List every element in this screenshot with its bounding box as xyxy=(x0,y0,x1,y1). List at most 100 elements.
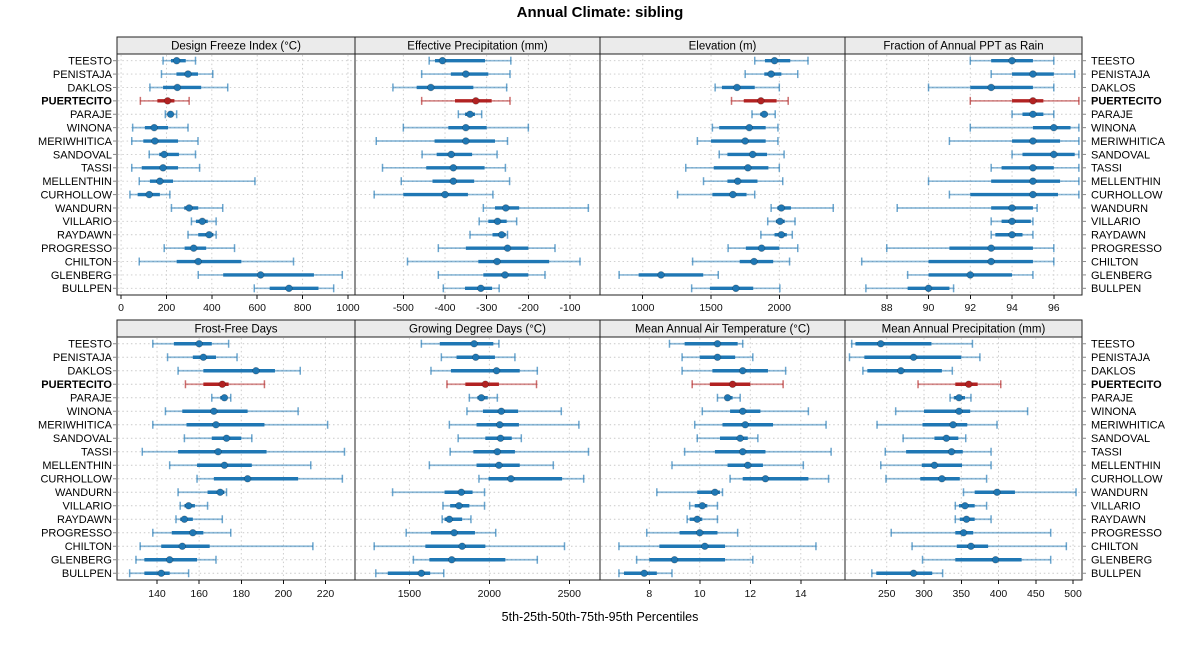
median-dot xyxy=(457,488,466,497)
site-label-left: GLENBERG xyxy=(51,555,112,567)
site-label-left: CHILTON xyxy=(65,256,112,268)
median-dot xyxy=(761,474,770,483)
site-label-left: PARAJE xyxy=(70,393,112,405)
whisker-row-wandurn xyxy=(962,488,1077,497)
median-dot xyxy=(285,284,293,293)
median-dot xyxy=(909,569,918,578)
x-tick-label: 400 xyxy=(990,588,1008,600)
whisker-row-teesto xyxy=(428,56,512,65)
x-tick-label: 1500 xyxy=(699,302,723,314)
x-tick-label: 94 xyxy=(1006,302,1018,314)
median-dot xyxy=(493,257,501,266)
whisker-row-mellenthin xyxy=(138,177,256,186)
median-dot xyxy=(214,447,222,456)
median-dot xyxy=(185,204,193,212)
site-label-left: WINONA xyxy=(67,122,113,134)
median-dot xyxy=(195,339,203,348)
median-dot xyxy=(750,257,758,266)
x-tick-label: 450 xyxy=(1027,588,1045,600)
whisker-row-tassi xyxy=(141,447,346,456)
x-tick-label: -500 xyxy=(393,302,414,314)
site-label-right: RAYDAWN xyxy=(1091,514,1146,526)
median-dot xyxy=(987,83,995,92)
median-dot xyxy=(471,353,480,362)
whisker-row-chilton xyxy=(139,542,314,551)
whisker-row-bullpen xyxy=(375,569,445,578)
x-tick-label: 220 xyxy=(317,588,335,600)
site-label-right: TASSI xyxy=(1091,447,1122,459)
panel-plot-area xyxy=(844,53,1083,296)
whisker-row-sandoval xyxy=(148,150,197,159)
median-dot xyxy=(481,380,490,389)
median-dot xyxy=(657,271,665,279)
whisker-row-meriwhitica xyxy=(693,420,827,429)
median-dot xyxy=(738,407,747,416)
whisker-row-progresso xyxy=(152,528,232,537)
median-dot xyxy=(222,434,231,443)
site-label-right: GLENBERG xyxy=(1091,270,1152,282)
panel-strip-title: Mean Annual Air Temperature (°C) xyxy=(635,324,810,336)
median-dot xyxy=(166,110,175,119)
site-label-left: DAKLOS xyxy=(67,366,112,378)
x-tick-label: 300 xyxy=(915,588,933,600)
whisker-row-progresso xyxy=(727,244,799,253)
x-tick-label: 1000 xyxy=(631,302,655,314)
site-label-left: PUERTECITO xyxy=(41,96,112,108)
whisker-row-paraje xyxy=(468,393,499,402)
site-label-left: CURHOLLOW xyxy=(40,474,112,486)
median-dot xyxy=(502,204,510,212)
whisker-row-curhollow xyxy=(129,190,171,199)
median-dot xyxy=(723,393,732,402)
whisker-row-progresso xyxy=(405,528,497,537)
whisker-row-teesto xyxy=(969,56,1055,65)
median-dot xyxy=(1029,164,1037,172)
median-dot xyxy=(189,244,198,252)
panel-strip-title: Frost-Free Days xyxy=(194,324,277,336)
whisker-row-winona xyxy=(131,123,189,132)
whisker-row-daklos xyxy=(430,366,539,375)
whisker-row-progresso xyxy=(645,528,739,537)
whisker-row-chilton xyxy=(406,257,581,266)
median-dot xyxy=(732,284,740,293)
x-tick-label: 2000 xyxy=(768,302,792,314)
median-dot xyxy=(216,488,225,497)
whisker-row-villario xyxy=(990,217,1034,226)
median-dot xyxy=(745,123,754,132)
median-dot xyxy=(949,420,957,429)
whisker-row-curhollow xyxy=(478,474,585,483)
median-dot xyxy=(495,420,504,429)
site-label-right: PARAJE xyxy=(1091,109,1133,121)
median-dot xyxy=(501,271,509,279)
panel-plot-area xyxy=(599,336,846,581)
median-dot xyxy=(198,217,207,226)
median-dot xyxy=(713,339,722,348)
site-label-left: PENISTAJA xyxy=(53,352,113,364)
site-label-left: CHILTON xyxy=(65,541,112,553)
median-dot xyxy=(964,380,973,389)
whisker-row-puertecito xyxy=(446,380,538,389)
x-tick-label: 90 xyxy=(923,302,935,314)
whisker-row-glenberg xyxy=(412,555,539,564)
site-label-right: PENISTAJA xyxy=(1091,352,1151,364)
median-dot xyxy=(961,501,969,510)
median-dot xyxy=(160,150,168,159)
percentiles-caption: 5th-25th-50th-75th-95th Percentiles xyxy=(501,610,699,624)
x-tick-label: 160 xyxy=(190,588,208,600)
x-tick-label: 88 xyxy=(881,302,893,314)
whisker-row-teesto xyxy=(152,339,230,348)
x-tick-label: 200 xyxy=(158,302,176,314)
whisker-row-daklos xyxy=(149,83,229,92)
panel-plot-area xyxy=(116,53,356,296)
whisker-row-mellenthin xyxy=(702,177,784,186)
whisker-row-meriwhitica xyxy=(152,420,329,429)
panel-strip-title: Effective Precipitation (mm) xyxy=(407,41,548,53)
site-label-left: PENISTAJA xyxy=(53,69,113,81)
panel-effective-precipitation: Effective Precipitation (mm) -500 -400 -300… xyxy=(354,36,601,314)
whisker-row-glenberg xyxy=(921,555,1052,564)
panel-strip-title: Design Freeze Index (°C) xyxy=(171,41,301,53)
whisker-row-puertecito xyxy=(917,380,1002,389)
median-dot xyxy=(417,569,426,578)
median-dot xyxy=(194,257,203,266)
whisker-row-progresso xyxy=(886,244,1055,253)
